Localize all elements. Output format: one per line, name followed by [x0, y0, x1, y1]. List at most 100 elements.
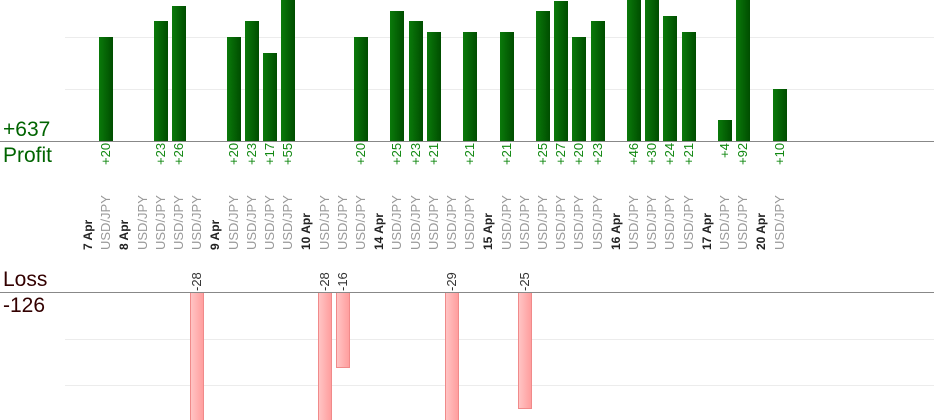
- loss-bar: [335, 293, 350, 368]
- profit-total: +637: [3, 118, 51, 141]
- profit-gridline: [65, 37, 934, 38]
- pair-label: USD/JPY: [189, 195, 205, 250]
- date-label: 7 Apr: [81, 219, 95, 250]
- pair-label: USD/JPY: [243, 195, 259, 250]
- profit-value-label: +21: [498, 143, 514, 166]
- profit-bar: [627, 0, 641, 141]
- profit-value-label: +30: [644, 143, 660, 166]
- profit-value-label: +20: [353, 143, 368, 166]
- loss-bar: [190, 293, 205, 420]
- loss-value-label: -28: [189, 272, 205, 291]
- pair-label: USD/JPY: [462, 195, 478, 250]
- pair-label: USD/JPY: [662, 195, 678, 250]
- loss-baseline: [0, 292, 934, 293]
- pair-label: USD/JPY: [626, 195, 641, 250]
- loss-value-label: -16: [334, 272, 350, 291]
- profit-baseline: [0, 141, 934, 142]
- date-label: 8 Apr: [117, 219, 132, 250]
- pair-label: USD/JPY: [571, 195, 587, 250]
- loss-value-label: -25: [516, 272, 532, 291]
- profit-value-label: +10: [771, 143, 787, 166]
- pair-label: USD/JPY: [407, 195, 423, 250]
- pair-label: USD/JPY: [516, 195, 532, 250]
- profit-bar: [463, 31, 478, 141]
- pair-label: USD/JPY: [134, 195, 150, 250]
- profit-bar: [153, 21, 168, 141]
- profit-value-label: +25: [389, 143, 405, 166]
- loss-gridline: [65, 385, 934, 386]
- loss-bar: [317, 293, 332, 420]
- pair-label: USD/JPY: [262, 195, 277, 250]
- pair-label: USD/JPY: [389, 195, 405, 250]
- profit-value-label: +4: [717, 143, 732, 158]
- date-label: 10 Apr: [299, 213, 314, 250]
- pair-label: USD/JPY: [498, 195, 514, 250]
- loss-value-label: -29: [444, 272, 459, 291]
- pair-label: USD/JPY: [644, 195, 660, 250]
- profit-gridline: [65, 89, 934, 90]
- profit-value-label: +23: [152, 143, 168, 166]
- date-label: 15 Apr: [481, 213, 496, 250]
- profit-value-label: +20: [571, 143, 587, 166]
- pair-label: USD/JPY: [353, 195, 368, 250]
- pair-label: USD/JPY: [152, 195, 168, 250]
- profit-bar: [681, 31, 696, 141]
- profit-bar: [554, 0, 569, 141]
- profit-bar: [572, 37, 587, 141]
- profit-bar: [281, 0, 296, 141]
- loss-value-label: -28: [316, 272, 332, 291]
- profit-label: Profit: [3, 144, 53, 167]
- profit-value-label: +21: [425, 143, 441, 166]
- pair-label: USD/JPY: [444, 195, 459, 250]
- pair-label: USD/JPY: [589, 195, 605, 250]
- profit-value-label: +46: [626, 143, 641, 166]
- profit-value-label: +92: [735, 143, 751, 166]
- profit-bar: [536, 11, 550, 141]
- profit-value-label: +17: [262, 143, 277, 166]
- profit-bar: [354, 37, 368, 141]
- profit-bar: [408, 21, 423, 141]
- pair-label: USD/JPY: [680, 195, 696, 250]
- profit-value-label: +26: [171, 143, 186, 166]
- date-label: 9 Apr: [208, 219, 223, 250]
- date-label: 14 Apr: [372, 213, 387, 250]
- profit-bar: [99, 37, 114, 141]
- profit-bar: [718, 120, 732, 141]
- pair-label: USD/JPY: [280, 195, 296, 250]
- profit-value-label: +21: [680, 143, 696, 166]
- pair-label: USD/JPY: [717, 195, 732, 250]
- profit-bar: [590, 21, 605, 141]
- profit-bar: [263, 52, 277, 141]
- loss-bar: [517, 293, 532, 409]
- pair-label: USD/JPY: [771, 195, 787, 250]
- date-label: 17 Apr: [699, 213, 714, 250]
- pair-label: USD/JPY: [225, 195, 241, 250]
- pair-label: USD/JPY: [535, 195, 550, 250]
- loss-gridline: [65, 339, 934, 340]
- profit-bar: [172, 5, 186, 141]
- profit-bar: [645, 0, 660, 141]
- profit-bar: [772, 89, 787, 141]
- pair-label: USD/JPY: [553, 195, 569, 250]
- profit-bar: [226, 37, 241, 141]
- pair-label: USD/JPY: [98, 195, 114, 250]
- profit-value-label: +23: [407, 143, 423, 166]
- profit-bar: [663, 16, 678, 141]
- profit-value-label: +21: [462, 143, 478, 166]
- profit-value-label: +55: [280, 143, 296, 166]
- pair-label: USD/JPY: [425, 195, 441, 250]
- pair-label: USD/JPY: [171, 195, 186, 250]
- profit-bar: [244, 21, 259, 141]
- loss-bar: [445, 293, 459, 420]
- loss-total: -126: [3, 294, 46, 317]
- date-label: 16 Apr: [608, 213, 623, 250]
- pair-label: USD/JPY: [735, 195, 751, 250]
- profit-value-label: +24: [662, 143, 678, 166]
- profit-bar: [736, 0, 751, 141]
- profit-value-label: +20: [225, 143, 241, 166]
- pair-label: USD/JPY: [316, 195, 332, 250]
- profit-value-label: +23: [243, 143, 259, 166]
- profit-bar: [390, 11, 405, 141]
- profit-bar: [499, 31, 514, 141]
